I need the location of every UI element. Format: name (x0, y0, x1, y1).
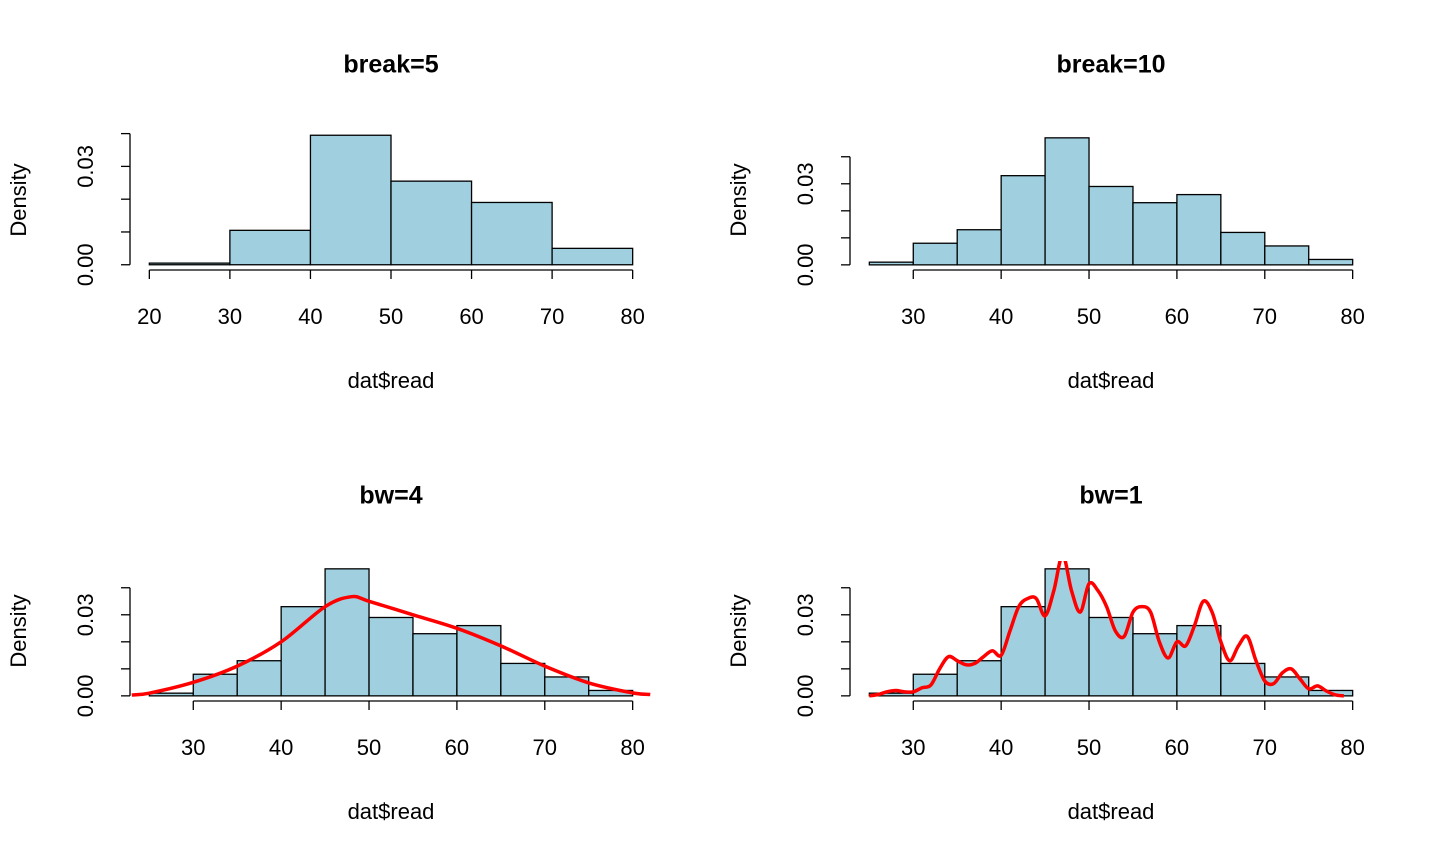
x-tick-label: 70 (533, 735, 557, 760)
bar (1044, 137, 1090, 266)
bar (1176, 624, 1222, 697)
bar (1000, 606, 1046, 697)
y-tick-label: 0.00 (73, 243, 98, 286)
bar (280, 606, 326, 697)
bar (470, 201, 553, 266)
x-tick-label: 20 (137, 304, 161, 329)
panel: bw=4 dat$read Density 30 40 50 60 70 80 0.00 0.03 (6, 482, 651, 824)
x-tick-label: 30 (181, 735, 205, 760)
x-tick-label: 40 (269, 735, 293, 760)
bar (309, 134, 392, 266)
x-tick-label: 80 (620, 735, 644, 760)
y-tick-label: 0.03 (73, 145, 98, 188)
chart-title: bw=1 (1079, 482, 1142, 510)
x-tick-label: 60 (459, 304, 483, 329)
panel: break=5 dat$read Density 20 30 40 50 60 70 80 0.00… (6, 51, 645, 393)
bar (324, 568, 370, 697)
x-tick-label: 70 (1253, 735, 1277, 760)
x-tick-label: 50 (357, 735, 381, 760)
bar (148, 692, 194, 697)
x-tick-label: 30 (218, 304, 242, 329)
x-axis-label: dat$read (1068, 368, 1155, 393)
x-tick-label: 50 (379, 304, 403, 329)
y-tick-label: 0.03 (73, 593, 98, 636)
chart-title: break=5 (343, 51, 438, 79)
bar (551, 247, 634, 266)
x-tick-label: 70 (540, 304, 564, 329)
chart-title: bw=4 (359, 482, 422, 510)
bar (1132, 202, 1178, 266)
bar (1264, 245, 1310, 266)
y-tick-label: 0.00 (793, 243, 818, 286)
bar (412, 633, 458, 697)
x-tick-label: 30 (901, 304, 925, 329)
x-tick-label: 40 (989, 304, 1013, 329)
x-axis-label: dat$read (348, 799, 435, 824)
x-tick-label: 30 (901, 735, 925, 760)
x-tick-label: 40 (298, 304, 322, 329)
density-line (869, 561, 1345, 698)
bar (148, 262, 231, 266)
y-axis-label: Density (726, 594, 751, 667)
x-tick-label: 50 (1077, 735, 1101, 760)
bar (1000, 175, 1046, 266)
y-axis-label: Density (6, 163, 31, 236)
x-tick-label: 80 (1340, 304, 1364, 329)
bar (1044, 568, 1090, 697)
bar (956, 229, 1002, 266)
bar (1088, 185, 1134, 266)
x-tick-label: 40 (989, 735, 1013, 760)
chart-title: break=10 (1056, 51, 1165, 79)
x-tick-label: 80 (620, 304, 644, 329)
bar (500, 662, 546, 697)
bar (368, 616, 414, 697)
bar (229, 229, 312, 266)
x-axis-label: dat$read (1068, 799, 1155, 824)
bar (1308, 258, 1354, 266)
bar (956, 660, 1002, 697)
panel: break=10 dat$read Density 30 40 50 60 70 80 0.00 0… (726, 51, 1365, 393)
bar (192, 673, 238, 697)
bar (912, 242, 958, 266)
y-tick-label: 0.03 (793, 593, 818, 636)
x-tick-label: 60 (1165, 735, 1189, 760)
x-tick-label: 60 (1165, 304, 1189, 329)
x-tick-label: 70 (1253, 304, 1277, 329)
bar (390, 180, 473, 266)
bar (1132, 633, 1178, 697)
bar (868, 261, 914, 266)
y-tick-label: 0.00 (793, 674, 818, 717)
y-axis-label: Density (6, 594, 31, 667)
y-axis-label: Density (726, 163, 751, 236)
x-tick-label: 50 (1077, 304, 1101, 329)
density-line (131, 594, 651, 697)
bar (1176, 193, 1222, 266)
x-axis-label: dat$read (348, 368, 435, 393)
x-tick-label: 80 (1340, 735, 1364, 760)
y-tick-label: 0.00 (73, 674, 98, 717)
bar (1220, 231, 1266, 266)
panel: bw=1 dat$read Density 30 40 50 60 70 80 0.00 0.03 (726, 482, 1365, 824)
x-tick-label: 60 (445, 735, 469, 760)
y-tick-label: 0.03 (793, 162, 818, 205)
bar (236, 660, 282, 697)
